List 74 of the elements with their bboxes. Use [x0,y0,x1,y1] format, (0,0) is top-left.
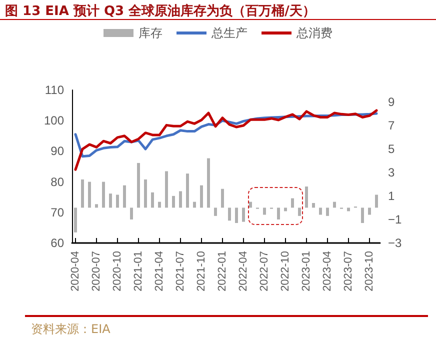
x-tick-label: 2021-01 [132,251,144,292]
bar [291,198,294,208]
bar [102,182,105,208]
bar [228,208,231,221]
x-tick-label: 2020-10 [112,251,124,292]
y2-tick-label: 9 [388,94,395,109]
bar [249,202,252,208]
bar [109,194,112,208]
bar [214,208,217,216]
y-tick-label: 60 [50,236,64,250]
legend-label: 库存 [138,26,162,40]
x-tick-label: 2021-10 [196,251,208,292]
bar [305,186,308,208]
bar [347,208,350,212]
bar [235,208,238,223]
bar [298,208,301,216]
bar [137,162,140,208]
bar [284,208,287,212]
bar [165,171,168,208]
y-tick-label: 90 [50,144,64,158]
y2-tick-label: −1 [388,212,402,226]
x-tick-label: 2021-04 [154,251,166,292]
bar [277,208,280,220]
y2-tick-label: 3 [388,165,395,180]
chart-title: 图 13 EIA 预计 Q3 全球原油库存为负（百万桶/天） [5,3,316,19]
x-tick-label: 2022-04 [238,251,250,292]
bar [368,208,371,215]
bar [193,202,196,208]
line-series [74,109,378,171]
x-tick-label: 2020-04 [70,251,82,292]
bar [144,179,147,208]
x-tick-label: 2023-01 [300,251,312,292]
x-tick-label: 2023-07 [342,251,354,292]
bar [319,208,322,215]
bar [179,191,182,208]
bar [172,196,175,208]
bar [151,192,154,208]
bar [81,179,84,208]
text: 资料来源：EIA [31,322,112,336]
bar [312,202,315,208]
y2-tick-label: 1 [388,188,395,203]
y2-tick-label: 7 [388,118,395,132]
x-tick-label: 2023-10 [364,251,376,292]
bar [207,158,210,208]
legend-label: 总生产 [210,26,248,40]
y2-tick-label: −3 [388,236,402,250]
y-tick-label: 100 [44,114,64,128]
y-tick-label: 80 [50,174,64,189]
x-tick-label: 2021-07 [174,251,186,292]
x-tick-label: 2022-07 [258,251,270,292]
bar [186,174,189,208]
bar [95,204,98,208]
x-tick-label: 2022-10 [280,251,292,292]
bar [333,202,336,208]
y-tick-label: 110 [44,83,64,97]
x-tick-label: 2020-07 [90,251,102,292]
x-tick-label: 2022-01 [216,251,228,292]
x-tick-label: 2023-04 [322,251,334,292]
bar [242,208,245,222]
y2-tick-label: 5 [388,142,395,156]
bar [88,182,91,208]
bar [375,194,378,208]
bar [361,208,364,223]
legend-label: 总消费 [296,26,332,40]
bar [326,208,329,216]
bar [130,208,133,220]
y-tick-label: 70 [50,205,64,220]
bar [200,185,203,208]
bar [158,202,161,208]
bar [263,208,266,215]
bar [116,194,119,208]
bar [221,188,224,208]
bar [123,185,126,208]
bar [74,208,77,232]
